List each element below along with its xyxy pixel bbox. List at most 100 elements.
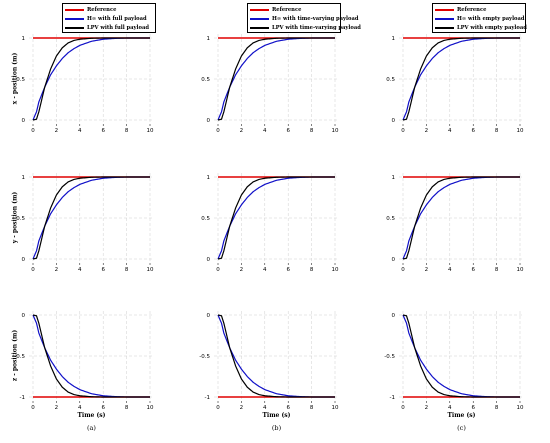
x-tick-label: 0	[401, 267, 405, 273]
legend-1: Reference H∞ with full payload LPV with fu…	[62, 3, 156, 33]
y-tick-label: 0	[207, 257, 211, 263]
x-tick-label: 0	[31, 128, 35, 134]
y-tick-label: 0.5	[16, 77, 25, 83]
subplot-r3-c3: 0 2 4 6 8 10 -1 -0.5 0	[384, 311, 524, 411]
subplot-r1-c3: 0 2 4 6 8 10 0 0.5 1	[386, 34, 524, 134]
x-tick-label: 2	[240, 405, 244, 411]
legend-label: H∞ with full payload	[87, 15, 147, 22]
legend-entry: Reference	[65, 5, 116, 14]
lpv-series-line	[402, 37, 520, 121]
y-tick-label: 1	[207, 36, 211, 42]
y-tick-label: -1	[205, 395, 210, 401]
panel-label: (b)	[271, 424, 282, 432]
x-axis-label: Time (s)	[447, 412, 476, 419]
legend-entry: H∞ with full payload	[65, 14, 147, 23]
x-tick-label: 0	[401, 128, 405, 134]
x-tick-label: 8	[125, 405, 129, 411]
x-tick-label: 6	[286, 267, 290, 273]
x-tick-label: 6	[286, 128, 290, 134]
legend-2: Reference H∞ with time-varying payload LPV…	[247, 3, 361, 33]
x-tick-label: 4	[448, 128, 452, 134]
subplot-r3-c2: 0 2 4 6 8 10 -1 -0.5 0	[199, 311, 339, 411]
x-tick-label: 8	[310, 405, 314, 411]
x-tick-label: 2	[240, 267, 244, 273]
y-tick-label: -0.5	[199, 354, 210, 360]
subplot-r3-c1: 0 2 4 6 8 10 -1 -0.5 0	[14, 311, 154, 411]
x-tick-label: 4	[78, 128, 82, 134]
y-axis-label: z - position (m)	[11, 329, 19, 382]
lpv-series-line	[32, 314, 150, 398]
x-tick-label: 10	[147, 128, 154, 134]
subplot-r1-c1: 0 2 4 6 8 10 0 0.5 1	[16, 34, 154, 134]
x-tick-label: 2	[425, 405, 429, 411]
subplot-r2-c3: 0 2 4 6 8 10 0 0.5 1	[386, 173, 524, 273]
y-tick-label: 0	[22, 257, 26, 263]
legend-entry: Reference	[435, 5, 486, 14]
legend-entry: Reference	[250, 5, 301, 14]
y-tick-label: 0	[22, 118, 26, 124]
x-tick-label: 2	[55, 405, 59, 411]
x-tick-label: 6	[101, 267, 105, 273]
x-tick-label: 10	[332, 128, 339, 134]
x-tick-label: 4	[263, 267, 267, 273]
x-tick-label: 0	[216, 405, 220, 411]
legend-entry: H∞ with empty payload	[435, 14, 525, 23]
legend-label: LPV with full payload	[87, 24, 149, 31]
lpv-series-line	[32, 37, 150, 121]
legend-entry: LPV with empty payload	[435, 23, 527, 32]
x-tick-label: 4	[78, 267, 82, 273]
x-tick-label: 6	[286, 405, 290, 411]
legend-entry: H∞ with time-varying payload	[250, 14, 358, 23]
legend-3: Reference H∞ with empty payload LPV with e…	[432, 3, 527, 33]
lpv-series-line	[402, 176, 520, 260]
y-tick-label: 0	[22, 313, 26, 319]
legend-label: LPV with time-varying payload	[272, 24, 361, 31]
y-tick-label: 1	[22, 36, 26, 42]
legend-label: Reference	[87, 6, 117, 13]
legend-label: Reference	[457, 6, 487, 13]
x-tick-label: 0	[401, 405, 405, 411]
y-tick-label: -0.5	[14, 354, 25, 360]
x-tick-label: 4	[448, 267, 452, 273]
x-tick-label: 4	[448, 405, 452, 411]
y-tick-label: 1	[207, 175, 211, 181]
legend-swatch	[250, 8, 269, 11]
x-tick-label: 2	[55, 128, 59, 134]
x-tick-label: 0	[31, 267, 35, 273]
x-tick-label: 6	[101, 128, 105, 134]
legend-swatch	[435, 26, 454, 29]
y-tick-label: 0	[207, 313, 211, 319]
y-tick-label: 0	[392, 313, 396, 319]
legend-swatch	[65, 17, 84, 20]
x-tick-label: 6	[101, 405, 105, 411]
x-tick-label: 4	[78, 405, 82, 411]
y-tick-label: 0	[392, 257, 396, 263]
y-tick-label: 1	[392, 36, 396, 42]
legend-entry: LPV with full payload	[65, 23, 149, 32]
x-tick-label: 8	[495, 267, 499, 273]
x-tick-label: 2	[55, 267, 59, 273]
x-tick-label: 10	[147, 405, 154, 411]
subplot-r2-c2: 0 2 4 6 8 10 0 0.5 1	[201, 173, 339, 273]
y-tick-label: 0.5	[16, 216, 25, 222]
lpv-series-line	[217, 37, 335, 121]
lpv-series-line	[217, 314, 335, 398]
y-tick-label: 1	[22, 175, 26, 181]
x-tick-label: 0	[31, 405, 35, 411]
panel-label: (c)	[457, 424, 466, 432]
legend-swatch	[250, 17, 269, 20]
x-tick-label: 0	[216, 267, 220, 273]
lpv-series-line	[217, 176, 335, 260]
x-tick-label: 2	[425, 128, 429, 134]
x-tick-label: 6	[471, 128, 475, 134]
y-tick-label: 0	[392, 118, 396, 124]
x-tick-label: 0	[216, 128, 220, 134]
x-tick-label: 10	[517, 128, 524, 134]
y-tick-label: 0.5	[386, 77, 395, 83]
x-tick-label: 2	[425, 267, 429, 273]
x-tick-label: 10	[517, 267, 524, 273]
y-axis-label: y - position (m)	[11, 191, 19, 244]
x-tick-label: 10	[332, 267, 339, 273]
y-axis-label: x - position (m)	[11, 52, 19, 105]
